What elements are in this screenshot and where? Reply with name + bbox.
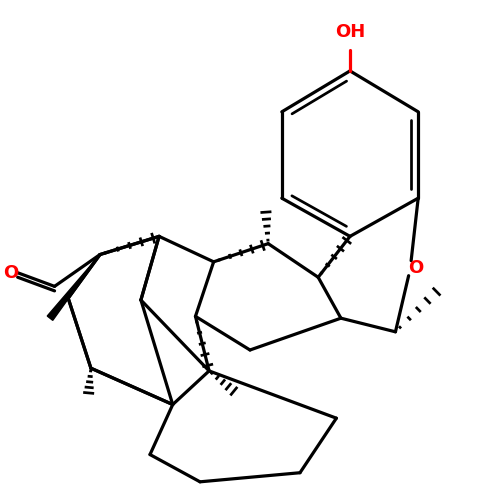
Text: O: O bbox=[408, 259, 424, 277]
Polygon shape bbox=[47, 254, 100, 320]
Text: O: O bbox=[4, 264, 19, 281]
Text: OH: OH bbox=[335, 23, 365, 41]
